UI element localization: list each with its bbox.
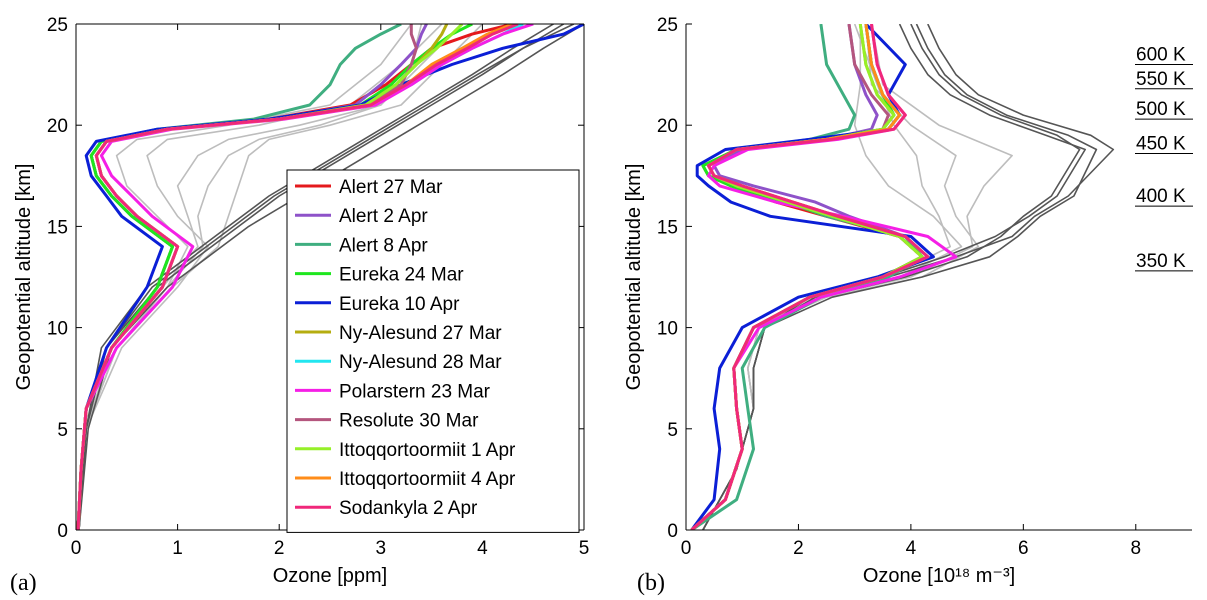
legend-entry-label: Eureka 24 Mar: [339, 265, 464, 286]
legend-entry-label: Eureka 10 Apr: [339, 294, 460, 315]
legend-entry-label: Ittoqqortoormiit 1 Apr: [339, 440, 516, 461]
series-line-sodankyla-2-apr: [76, 24, 519, 530]
series-line-sodankyla-2-apr: [690, 24, 930, 530]
series-line-polarstern-23-mar: [76, 24, 534, 530]
legend-entry-label: Ny-Alesund 28 Mar: [339, 352, 502, 373]
legend-entry-label: Resolute 30 Mar: [339, 411, 479, 432]
x-axis-title: Ozone [ppm]: [273, 565, 388, 587]
legend-entry-label: Alert 2 Apr: [339, 206, 428, 227]
panel-a: 0 1 2 3 4 5 0 5 10 15 20 25 Ozone [ppm] Geopotential …: [13, 15, 589, 587]
y-tick-label: 25: [657, 15, 678, 36]
theta-level-label: 450 K: [1136, 134, 1186, 155]
panel-b-letter: (b): [637, 570, 665, 596]
theta-level-label: 350 K: [1136, 251, 1186, 272]
y-tick-label: 15: [657, 217, 678, 238]
theta-level-label: 400 K: [1136, 186, 1186, 207]
x-tick-label: 3: [376, 538, 387, 559]
legend-entry-label: Polarstern 23 Mar: [339, 381, 491, 402]
legend-entry-label: Sodankyla 2 Apr: [339, 498, 478, 519]
theta-level-label: 600 K: [1136, 44, 1186, 65]
theta-level-label: 500 K: [1136, 99, 1186, 120]
y-tick-label: 0: [57, 521, 68, 542]
y-tick-label: 5: [667, 420, 678, 441]
legend: Alert 27 Mar Alert 2 Apr Alert 8 Apr Eureka…: [286, 169, 580, 533]
series-line-eureka-10-apr: [76, 24, 584, 530]
y-tick-label: 20: [47, 116, 68, 137]
legend-entry-label: Alert 8 Apr: [339, 235, 428, 256]
legend-entry-label: Alert 27 Mar: [339, 177, 443, 198]
x-tick-label: 4: [906, 538, 917, 559]
reference-profile-line: [702, 24, 1086, 530]
y-tick-label: 25: [47, 15, 68, 36]
x-tick-label: 8: [1130, 538, 1141, 559]
y-tick-label: 10: [47, 319, 68, 340]
x-tick-label: 0: [71, 538, 82, 559]
legend-box: [286, 169, 580, 533]
background-profile-line: [702, 24, 980, 530]
y-tick-label: 20: [657, 116, 678, 137]
y-tick-label: 10: [657, 319, 678, 340]
panel-b: 0 2 4 6 8 0 5 10 15 20 25 Ozone [10¹⁸ m⁻³] Geopotent…: [623, 15, 1193, 587]
series-line-polarstern-23-mar: [690, 24, 958, 530]
y-axis-title: Geopotential altitude [km]: [13, 164, 35, 391]
x-tick-label: 2: [274, 538, 285, 559]
x-axis-title: Ozone [10¹⁸ m⁻³]: [863, 565, 1015, 587]
legend-entry-label: Ny-Alesund 27 Mar: [339, 323, 502, 344]
plot-area: [76, 24, 584, 530]
plot-area: [690, 24, 1115, 530]
legend-entry-label: Ittoqqortoormiit 4 Apr: [339, 469, 516, 490]
y-tick-label: 15: [47, 217, 68, 238]
y-tick-label: 0: [667, 521, 678, 542]
y-axis-title: Geopotential altitude [km]: [623, 164, 645, 391]
x-tick-label: 2: [793, 538, 804, 559]
y-tick-label: 5: [57, 420, 68, 441]
x-tick-label: 5: [579, 538, 590, 559]
panel-a-letter: (a): [10, 570, 37, 596]
x-tick-label: 6: [1018, 538, 1029, 559]
x-tick-label: 1: [172, 538, 183, 559]
reference-profile-line: [78, 24, 554, 530]
x-tick-label: 0: [681, 538, 692, 559]
x-tick-label: 4: [477, 538, 488, 559]
theta-level-label: 550 K: [1136, 69, 1186, 90]
